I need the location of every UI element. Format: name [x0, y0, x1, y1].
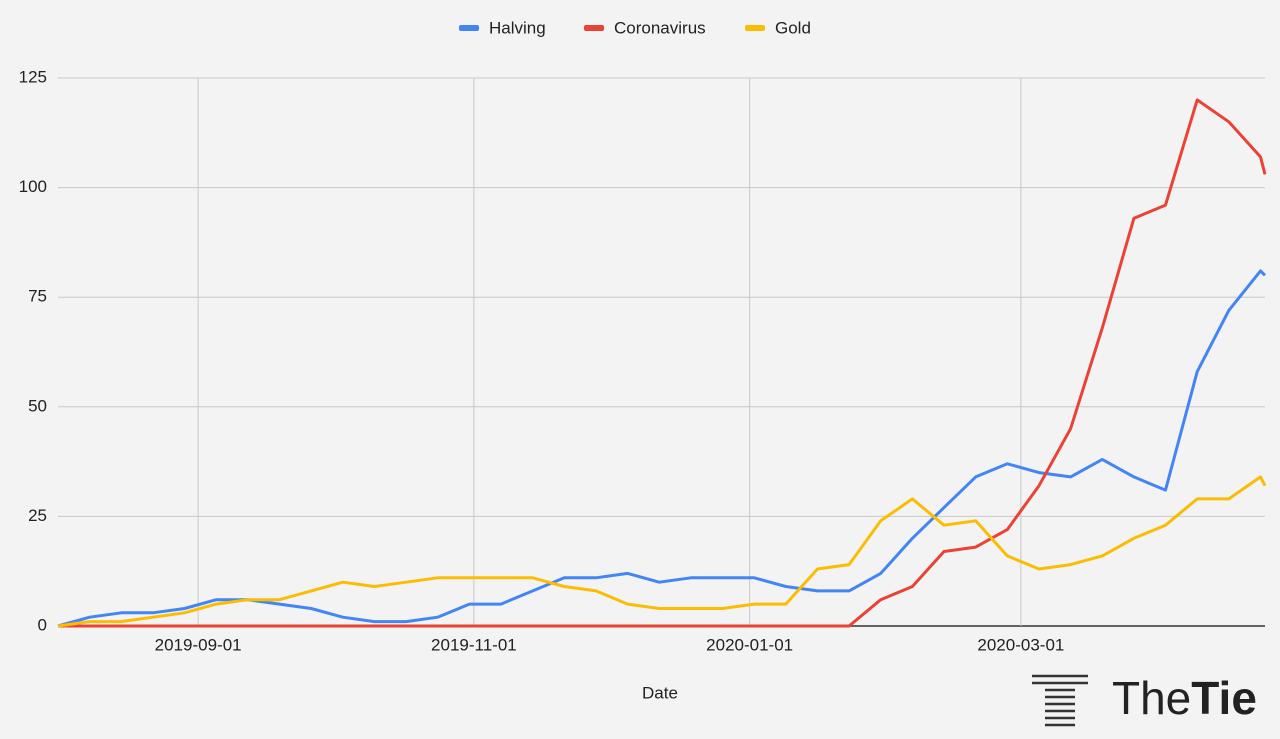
line-series — [57, 475, 1267, 628]
x-tick-label: 2020-01-01 — [706, 635, 793, 654]
legend-swatch — [745, 25, 765, 31]
x-tick-label: 2019-09-01 — [155, 635, 242, 654]
y-tick-label: 0 — [38, 615, 47, 634]
logo-text: TheTie — [1112, 672, 1257, 724]
x-axis-title: Date — [642, 683, 678, 702]
y-tick-label: 75 — [28, 287, 47, 306]
y-tick-label: 25 — [28, 506, 47, 525]
logo: TheTie — [1032, 672, 1257, 727]
legend-label: Gold — [775, 18, 811, 37]
y-tick-label: 125 — [19, 67, 47, 86]
logo-regular: The — [1112, 672, 1191, 724]
legend-swatch — [584, 25, 604, 31]
legend-label: Halving — [489, 18, 546, 37]
line-series — [58, 98, 1267, 628]
logo-icon — [1032, 674, 1088, 727]
y-tick-label: 100 — [19, 177, 47, 196]
legend-label: Coronavirus — [614, 18, 706, 37]
x-tick-label: 2019-11-01 — [431, 635, 517, 654]
line-series — [57, 269, 1267, 628]
x-tick-label: 2020-03-01 — [977, 635, 1064, 654]
logo-bold: Tie — [1191, 672, 1257, 724]
y-tick-label: 50 — [28, 396, 47, 415]
legend-swatch — [459, 25, 479, 31]
